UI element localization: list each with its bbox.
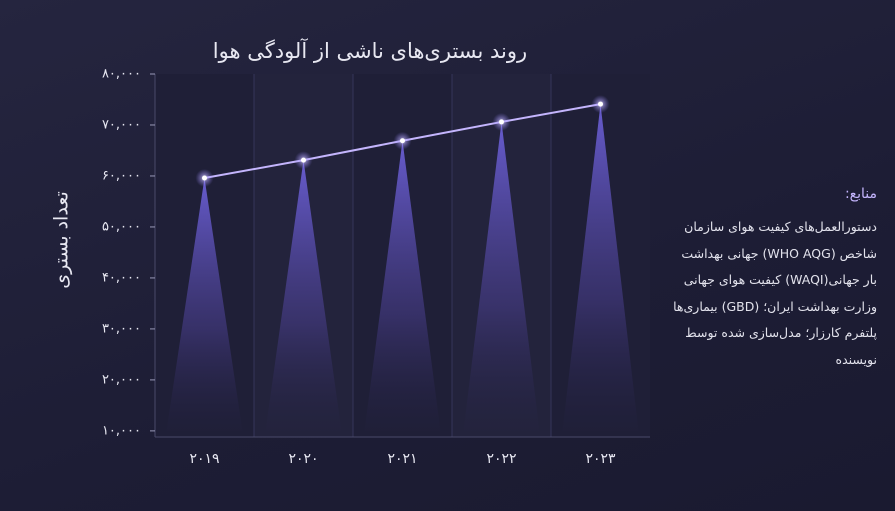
point [598,101,603,107]
light-beam [265,160,342,432]
light-beam [463,121,540,431]
x-tick-label: ۲۰۲۲ [486,451,516,467]
y-tick-label: ۶۰,۰۰۰ [102,168,141,183]
y-tick-label: ۵۰,۰۰۰ [102,219,141,234]
x-tick-label: ۲۰۱۹ [189,451,219,467]
source-line: وزارت بهداشت ایران؛ (GBD) بیماری‌ها [673,298,877,314]
x-tick-label: ۲۰۲۱ [387,451,417,467]
chart-title: روند بستری‌های ناشی از آلودگی هوا [213,38,527,63]
y-tick-label: ۴۰,۰۰۰ [102,270,141,285]
source-line: پلتفرم کارزار؛ مدل‌سازی شده توسط [685,325,877,340]
point [499,119,504,125]
y-tick-label: ۷۰,۰۰۰ [102,117,141,132]
point [202,175,207,181]
source-line: شاخص (WHO AQG) جهانی بهداشت [681,245,877,261]
source-line: دستورالعمل‌های کیفیت هوای سازمان [684,219,877,234]
light-beam [364,140,441,432]
source-line: نویسنده [835,351,877,367]
y-tick-label: ۳۰,۰۰۰ [102,321,141,336]
light-beam [166,178,243,431]
y-tick-label: ۲۰,۰۰۰ [102,372,141,387]
x-tick-label: ۲۰۲۳ [585,451,616,467]
sources: منابع: دستورالعمل‌های کیفیت هوای سازمان ش… [655,186,877,373]
y-axis-label: تعداد بستری [51,191,73,289]
x-tick-label: ۲۰۲۰ [288,451,318,467]
point [400,138,405,144]
source-line: بار جهانی(WAQI) کیفیت هوای جهانی [683,272,877,287]
y-tick-label: ۱۰,۰۰۰ [102,423,141,438]
y-tick-label: ۸۰,۰۰۰ [102,67,141,82]
sources-title: منابع: [844,186,877,202]
point [301,157,306,163]
light-beam [562,104,639,432]
